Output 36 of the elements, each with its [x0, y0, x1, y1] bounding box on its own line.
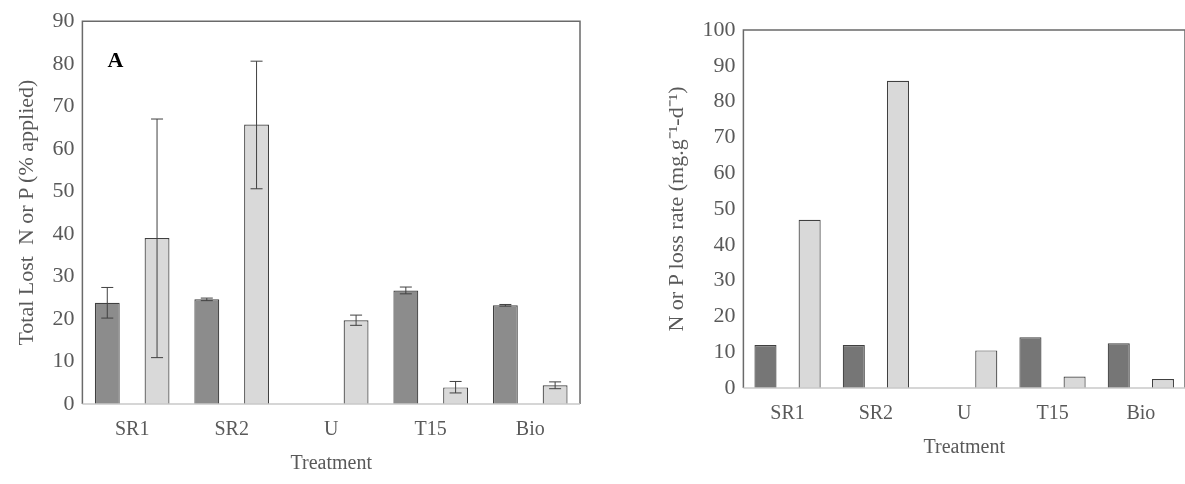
y-tick-label: 50 [713, 194, 736, 220]
x-tick-label: SR1 [770, 401, 805, 424]
y-tick-label: 100 [702, 15, 736, 41]
x-tick-label: SR2 [858, 401, 894, 424]
annotation: A [107, 46, 124, 72]
y-tick-label: 80 [713, 87, 736, 113]
y-tick-label: 40 [52, 219, 75, 245]
y-tick-label: 30 [52, 262, 75, 288]
x-axis-title: Treatment [923, 435, 1006, 458]
y-axis-title: Total Lost N or P (% applied) [12, 79, 38, 346]
y-tick-label: 90 [713, 51, 736, 77]
y-tick-label: 20 [52, 304, 75, 330]
x-tick-label: U [323, 417, 339, 440]
y-tick-label: 20 [713, 302, 736, 328]
y-tick-label: 60 [713, 158, 736, 184]
y-axis-title: N or P loss rate (mg.g⁻¹-d⁻¹) [662, 86, 688, 332]
x-tick-label: SR1 [114, 417, 150, 440]
x-axis-title: Treatment [290, 451, 373, 474]
y-tick-label: 90 [52, 6, 75, 32]
x-tick-label: Bio [515, 417, 545, 440]
y-tick-label: 0 [724, 373, 736, 399]
x-tick-label: Bio [1126, 401, 1156, 424]
y-tick-label: 60 [52, 134, 75, 160]
y-tick-label: 50 [52, 177, 75, 203]
y-tick-label: 40 [713, 230, 736, 256]
x-tick-label: T15 [1036, 401, 1069, 424]
y-tick-label: 70 [52, 92, 75, 118]
y-tick-label: 10 [52, 347, 75, 373]
y-tick-label: 0 [63, 389, 75, 415]
x-tick-label: U [956, 401, 972, 424]
y-tick-label: 80 [52, 49, 75, 75]
y-tick-label: 10 [713, 337, 736, 363]
x-tick-label: T15 [414, 417, 447, 440]
x-tick-label: SR2 [214, 417, 249, 440]
y-tick-label: 70 [713, 123, 736, 149]
y-tick-label: 30 [713, 266, 736, 292]
